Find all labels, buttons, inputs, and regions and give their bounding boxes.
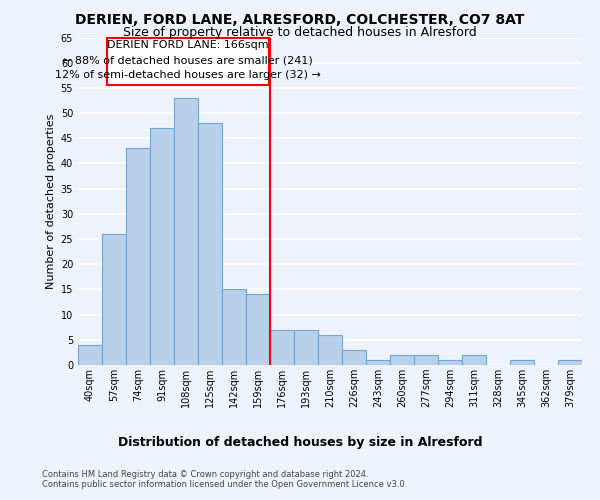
- Text: ← 88% of detached houses are smaller (241): ← 88% of detached houses are smaller (24…: [62, 55, 313, 65]
- Y-axis label: Number of detached properties: Number of detached properties: [46, 114, 56, 289]
- Bar: [294, 330, 318, 365]
- Bar: [78, 345, 102, 365]
- Text: Size of property relative to detached houses in Alresford: Size of property relative to detached ho…: [123, 26, 477, 39]
- Bar: [150, 128, 174, 365]
- Text: DERIEN FORD LANE: 166sqm: DERIEN FORD LANE: 166sqm: [107, 40, 269, 50]
- Bar: [558, 360, 582, 365]
- Text: Contains public sector information licensed under the Open Government Licence v3: Contains public sector information licen…: [42, 480, 407, 489]
- Bar: [126, 148, 150, 365]
- Text: DERIEN, FORD LANE, ALRESFORD, COLCHESTER, CO7 8AT: DERIEN, FORD LANE, ALRESFORD, COLCHESTER…: [76, 12, 524, 26]
- Bar: [270, 330, 294, 365]
- FancyBboxPatch shape: [107, 38, 269, 86]
- Bar: [510, 360, 534, 365]
- Bar: [342, 350, 366, 365]
- Bar: [246, 294, 270, 365]
- Bar: [222, 290, 246, 365]
- Bar: [102, 234, 126, 365]
- Bar: [366, 360, 390, 365]
- Bar: [174, 98, 198, 365]
- Text: Contains HM Land Registry data © Crown copyright and database right 2024.: Contains HM Land Registry data © Crown c…: [42, 470, 368, 479]
- Bar: [462, 355, 486, 365]
- Text: Distribution of detached houses by size in Alresford: Distribution of detached houses by size …: [118, 436, 482, 449]
- Bar: [414, 355, 438, 365]
- Bar: [198, 123, 222, 365]
- Bar: [390, 355, 414, 365]
- Text: 12% of semi-detached houses are larger (32) →: 12% of semi-detached houses are larger (…: [55, 70, 321, 81]
- Bar: [438, 360, 462, 365]
- Bar: [318, 335, 342, 365]
